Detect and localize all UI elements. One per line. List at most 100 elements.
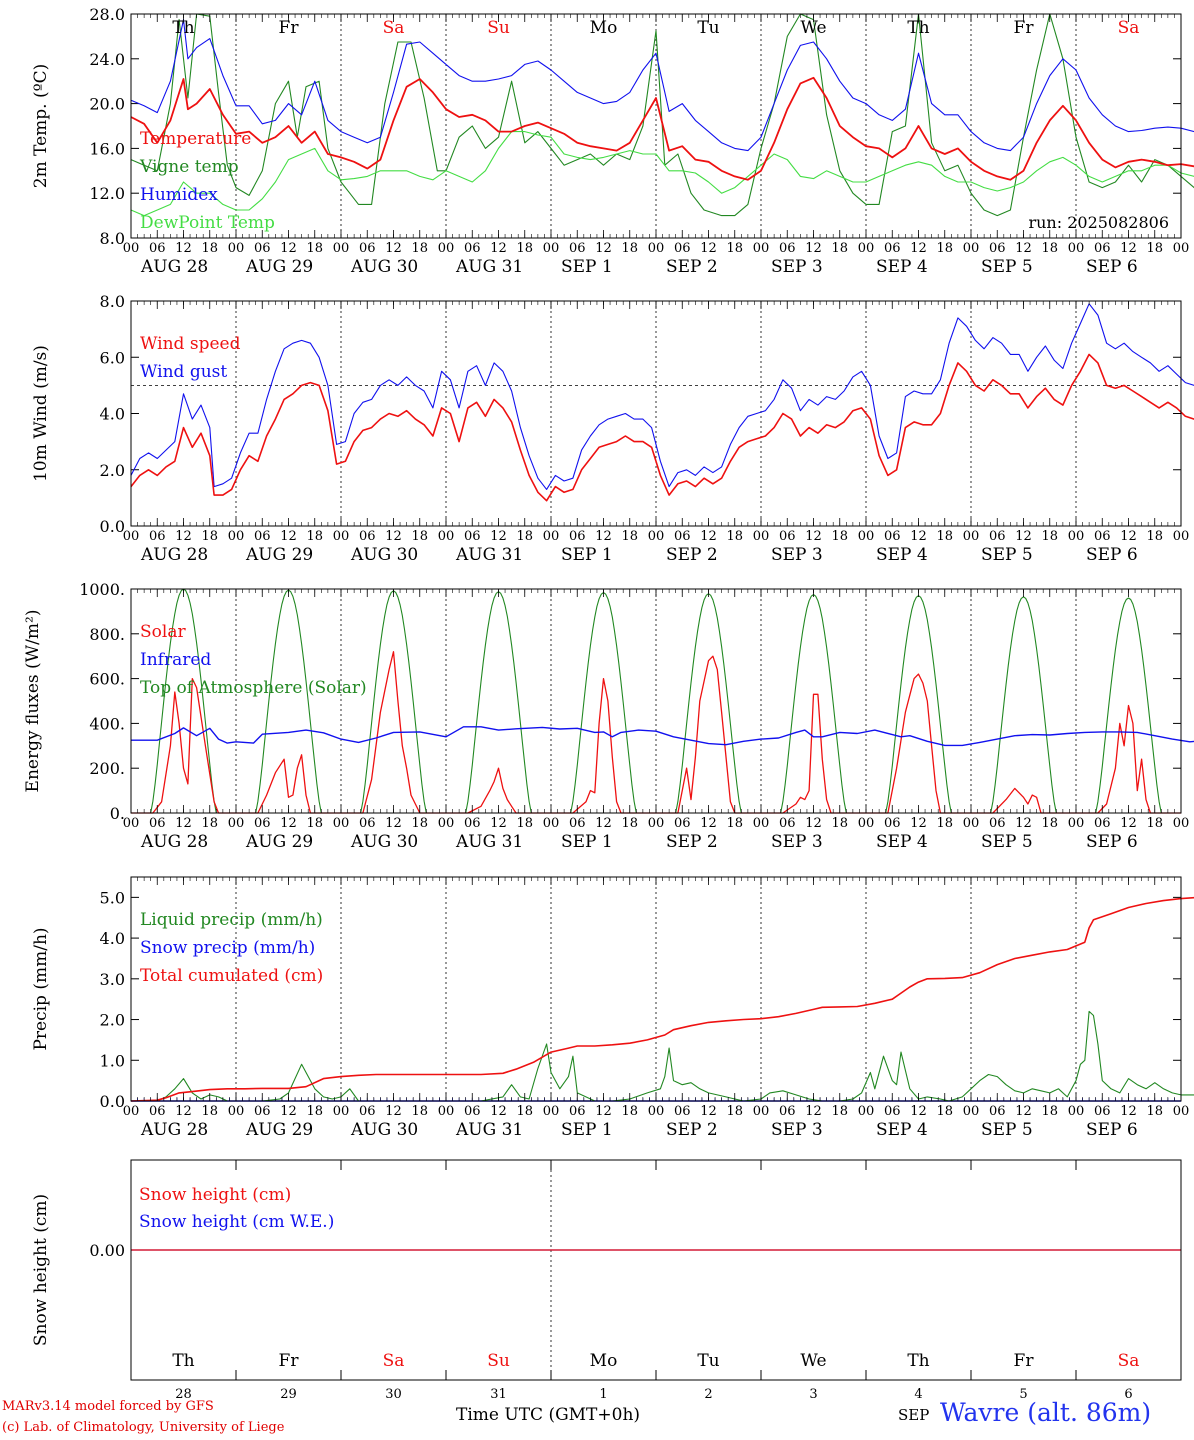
hour-tick-label: 06	[989, 529, 1006, 544]
hour-tick-label: 18	[831, 816, 848, 831]
date-label: AUG 28	[140, 1120, 208, 1140]
hour-tick-label: 12	[700, 241, 717, 256]
day-abbr: Fr	[1014, 1351, 1035, 1371]
hour-tick-label: 06	[149, 529, 166, 544]
date-label: SEP 2	[666, 1120, 718, 1140]
hour-tick-label: 00	[333, 241, 350, 256]
hour-tick-label: 12	[1120, 241, 1137, 256]
hour-tick-label: 00	[333, 816, 350, 831]
day-abbr: Tu	[697, 18, 719, 38]
hour-tick-label: 06	[254, 241, 271, 256]
hour-tick-label: 06	[1094, 1104, 1111, 1119]
date-label: SEP 1	[561, 545, 613, 565]
hour-tick-label: 00	[648, 529, 665, 544]
y-tick-label: 200.	[89, 759, 125, 778]
hour-tick-label: 00	[228, 241, 245, 256]
hour-tick-label: 12	[595, 241, 612, 256]
hour-tick-label: 06	[464, 816, 481, 831]
hour-tick-label: 18	[621, 1104, 638, 1119]
hour-tick-label: 18	[1146, 241, 1163, 256]
hour-tick-label: 00	[963, 816, 980, 831]
hour-tick-label: 12	[805, 1104, 822, 1119]
run-annotation: run: 2025082806	[1028, 213, 1169, 232]
hour-tick-label: 18	[936, 816, 953, 831]
hour-tick-label: 06	[254, 529, 271, 544]
date-label: SEP 3	[771, 832, 823, 852]
hour-tick-label: 00	[1173, 241, 1190, 256]
y-tick-label: 12.0	[89, 184, 125, 203]
hour-tick-label: 00	[858, 241, 875, 256]
y-tick-label: 0.0	[100, 1092, 125, 1111]
hour-tick-label: 18	[201, 816, 218, 831]
hour-tick-label: 00	[543, 1104, 560, 1119]
temperature-line	[130, 76, 1194, 181]
hour-tick-label: 00	[858, 1104, 875, 1119]
wind-legend-0: Wind speed	[140, 334, 241, 354]
temp-legend-3: DewPoint Temp	[140, 213, 275, 233]
y-tick-label: 20.0	[89, 95, 125, 114]
date-label: SEP 2	[666, 257, 718, 277]
day-abbr: Tu	[697, 1351, 719, 1371]
hour-tick-label: 12	[490, 816, 507, 831]
hour-tick-label: 18	[726, 241, 743, 256]
day-abbr: Fr	[279, 18, 300, 38]
energy-legend-0: Solar	[140, 622, 186, 642]
hour-tick-label: 06	[1094, 816, 1111, 831]
y-tick-label: 1.0	[100, 1051, 125, 1070]
day-abbr: We	[800, 1351, 826, 1371]
hour-tick-label: 00	[438, 1104, 455, 1119]
wind-speed-line	[130, 353, 1194, 502]
day-number: 29	[280, 1387, 297, 1402]
date-label: SEP 1	[561, 832, 613, 852]
snow-axis-title: Snow height (cm)	[31, 1194, 51, 1346]
hour-tick-label: 06	[779, 241, 796, 256]
day-abbr: Su	[487, 18, 510, 38]
hour-tick-label: 00	[1068, 529, 1085, 544]
energy-axis-title-text: Energy fluxes (W/m²)	[23, 610, 43, 793]
date-label: AUG 29	[245, 832, 313, 852]
hour-tick-label: 18	[1041, 241, 1058, 256]
hour-tick-label: 00	[123, 241, 140, 256]
hour-tick-label: 00	[648, 1104, 665, 1119]
y-tick-label: 5.0	[100, 888, 125, 907]
hour-tick-label: 06	[674, 816, 691, 831]
date-label: SEP 4	[876, 1120, 928, 1140]
hour-tick-label: 18	[936, 529, 953, 544]
liquid-precip-line	[131, 1010, 1194, 1102]
y-tick-label: 600.	[89, 670, 125, 689]
date-label: SEP 4	[876, 257, 928, 277]
hour-tick-label: 06	[149, 816, 166, 831]
day-abbr: Th	[907, 18, 929, 38]
hour-tick-label: 00	[753, 1104, 770, 1119]
hour-tick-label: 00	[963, 529, 980, 544]
hour-tick-label: 06	[884, 241, 901, 256]
total-cumulated-line	[130, 896, 1194, 1102]
y-tick-label: 28.0	[89, 5, 125, 24]
hour-tick-label: 12	[280, 1104, 297, 1119]
day-abbr: Th	[172, 1351, 194, 1371]
day-number: 2	[704, 1387, 712, 1402]
hour-tick-label: 12	[1120, 529, 1137, 544]
hour-tick-label: 12	[280, 529, 297, 544]
date-label: AUG 31	[455, 545, 523, 565]
hour-tick-label: 06	[674, 529, 691, 544]
y-tick-label: 0.00	[89, 1241, 125, 1260]
precip-axis-title: Precip (mm/h)	[31, 927, 51, 1050]
date-label: AUG 30	[350, 545, 418, 565]
day-number: 3	[809, 1387, 817, 1402]
day-abbr: We	[800, 18, 826, 38]
hour-tick-label: 18	[1146, 816, 1163, 831]
hour-tick-label: 06	[989, 816, 1006, 831]
hour-tick-label: 12	[700, 529, 717, 544]
hour-tick-label: 00	[543, 816, 560, 831]
y-tick-label: 400.	[89, 714, 125, 733]
date-label: SEP 5	[981, 257, 1033, 277]
temp-series-2	[130, 19, 1194, 152]
hour-tick-label: 12	[490, 529, 507, 544]
hour-tick-label: 12	[280, 816, 297, 831]
hour-tick-label: 18	[831, 241, 848, 256]
hour-tick-label: 18	[201, 529, 218, 544]
day-number: 30	[385, 1387, 402, 1402]
date-label: AUG 31	[455, 832, 523, 852]
date-label: SEP 4	[876, 832, 928, 852]
